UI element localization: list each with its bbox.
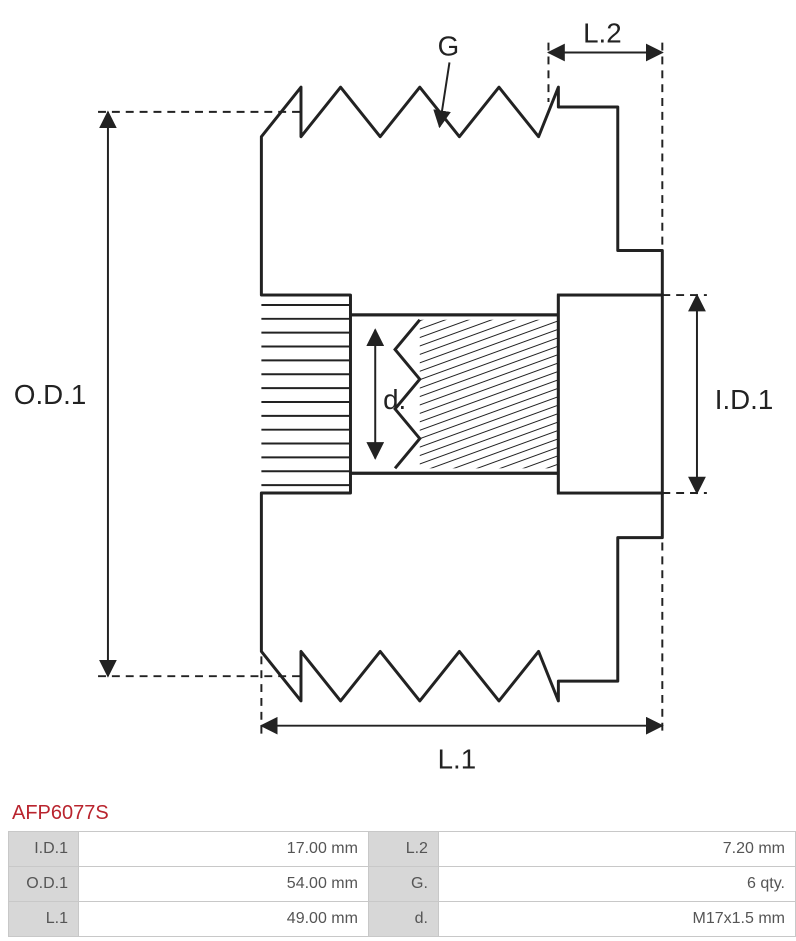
spec-tbody: I.D.1 17.00 mm L.2 7.20 mm O.D.1 54.00 m… <box>9 832 796 937</box>
label-od1: O.D.1 <box>14 379 86 410</box>
spec-key: O.D.1 <box>9 867 79 902</box>
product-code-title: AFP6077S <box>12 802 792 825</box>
diagram-svg: O.D.1 I.D.1 d. L.1 L.2 G <box>4 4 792 794</box>
label-id1: I.D.1 <box>715 384 774 415</box>
spec-value: 54.00 mm <box>79 867 369 902</box>
spec-row: I.D.1 17.00 mm L.2 7.20 mm <box>9 832 796 867</box>
spec-value: 49.00 mm <box>79 902 369 937</box>
label-l2: L.2 <box>583 18 622 49</box>
spec-value: 6 qty. <box>438 867 795 902</box>
label-d: d. <box>383 384 406 415</box>
label-g: G <box>438 30 460 61</box>
spec-row: L.1 49.00 mm d. M17x1.5 mm <box>9 902 796 937</box>
spec-key: L.2 <box>368 832 438 867</box>
spec-key: G. <box>368 867 438 902</box>
spec-value: 17.00 mm <box>79 832 369 867</box>
spec-value: 7.20 mm <box>438 832 795 867</box>
spec-value: M17x1.5 mm <box>438 902 795 937</box>
technical-diagram: O.D.1 I.D.1 d. L.1 L.2 G <box>4 4 792 794</box>
label-l1: L.1 <box>438 743 477 774</box>
spec-key: I.D.1 <box>9 832 79 867</box>
spec-table: I.D.1 17.00 mm L.2 7.20 mm O.D.1 54.00 m… <box>8 831 796 937</box>
spec-row: O.D.1 54.00 mm G. 6 qty. <box>9 867 796 902</box>
spec-key: d. <box>368 902 438 937</box>
spec-key: L.1 <box>9 902 79 937</box>
